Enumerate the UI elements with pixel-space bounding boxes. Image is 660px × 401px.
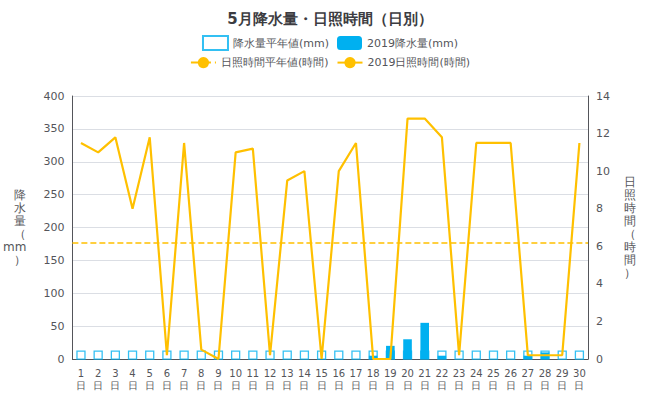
svg-text:14: 14 [298, 368, 311, 379]
svg-text:150: 150 [43, 254, 64, 267]
svg-text:日: 日 [196, 380, 206, 391]
svg-text:24: 24 [470, 368, 483, 379]
svg-text:300: 300 [43, 155, 64, 168]
svg-text:5月降水量・日照時間（日別）: 5月降水量・日照時間（日別） [227, 10, 432, 28]
svg-text:時: 時 [624, 240, 636, 254]
svg-text:日: 日 [76, 380, 86, 391]
svg-text:（: （ [14, 227, 26, 241]
svg-text:照: 照 [624, 188, 636, 202]
svg-text:13: 13 [281, 368, 294, 379]
svg-text:21: 21 [418, 368, 431, 379]
svg-text:日: 日 [574, 380, 584, 391]
svg-text:10: 10 [596, 165, 610, 178]
svg-text:27: 27 [521, 368, 534, 379]
svg-text:日: 日 [282, 380, 292, 391]
svg-text:10: 10 [229, 368, 242, 379]
svg-text:日: 日 [93, 380, 103, 391]
svg-text:日: 日 [403, 380, 413, 391]
svg-text:0: 0 [57, 353, 64, 366]
svg-text:16: 16 [332, 368, 345, 379]
svg-text:50: 50 [50, 320, 64, 333]
svg-text:2019降水量(mm): 2019降水量(mm) [367, 37, 458, 50]
svg-text:4: 4 [129, 368, 135, 379]
svg-text:）: ） [14, 253, 26, 267]
svg-text:時: 時 [624, 201, 636, 215]
svg-text:日: 日 [128, 380, 138, 391]
svg-text:日: 日 [557, 380, 567, 391]
svg-text:22: 22 [436, 368, 449, 379]
svg-text:25: 25 [487, 368, 500, 379]
svg-text:日: 日 [454, 380, 464, 391]
svg-text:日照時間平年値(時間): 日照時間平年値(時間) [221, 56, 329, 69]
svg-text:日: 日 [506, 380, 516, 391]
svg-text:日: 日 [248, 380, 258, 391]
svg-text:200: 200 [43, 221, 64, 234]
svg-text:29: 29 [556, 368, 569, 379]
svg-text:7: 7 [181, 368, 187, 379]
svg-text:降: 降 [14, 188, 26, 202]
svg-text:間: 間 [624, 253, 636, 267]
svg-text:日: 日 [523, 380, 533, 391]
svg-text:17: 17 [350, 368, 363, 379]
svg-text:0: 0 [596, 353, 603, 366]
svg-text:日: 日 [110, 380, 120, 391]
svg-text:23: 23 [453, 368, 466, 379]
svg-text:日: 日 [179, 380, 189, 391]
svg-text:間: 間 [624, 214, 636, 228]
svg-text:1: 1 [78, 368, 84, 379]
svg-text:水: 水 [14, 201, 26, 215]
svg-text:日: 日 [488, 380, 498, 391]
svg-text:26: 26 [504, 368, 517, 379]
svg-text:（: （ [624, 227, 636, 241]
svg-text:5: 5 [147, 368, 153, 379]
svg-text:30: 30 [573, 368, 586, 379]
svg-text:量: 量 [14, 214, 26, 228]
svg-text:日: 日 [437, 380, 447, 391]
svg-text:2019日照時間(時間): 2019日照時間(時間) [368, 56, 471, 69]
svg-text:4: 4 [596, 277, 603, 290]
svg-text:降水量平年値(mm): 降水量平年値(mm) [233, 37, 329, 50]
svg-text:12: 12 [264, 368, 277, 379]
svg-text:12: 12 [596, 127, 610, 140]
svg-text:日: 日 [385, 380, 395, 391]
svg-text:2: 2 [596, 315, 603, 328]
svg-text:日: 日 [299, 380, 309, 391]
svg-text:6: 6 [164, 368, 170, 379]
svg-text:日: 日 [624, 175, 636, 189]
svg-text:400: 400 [43, 90, 64, 103]
svg-text:mm: mm [3, 240, 26, 254]
svg-text:350: 350 [43, 122, 64, 135]
svg-text:日: 日 [317, 380, 327, 391]
svg-text:15: 15 [315, 368, 328, 379]
svg-text:日: 日 [420, 380, 430, 391]
svg-text:8: 8 [198, 368, 204, 379]
svg-text:日: 日 [265, 380, 275, 391]
svg-text:日: 日 [213, 380, 223, 391]
svg-text:日: 日 [334, 380, 344, 391]
svg-text:14: 14 [596, 90, 610, 103]
svg-text:6: 6 [596, 240, 603, 253]
svg-text:11: 11 [246, 368, 259, 379]
svg-text:9: 9 [215, 368, 221, 379]
svg-text:28: 28 [539, 368, 552, 379]
svg-text:8: 8 [596, 202, 603, 215]
svg-text:日: 日 [145, 380, 155, 391]
svg-text:250: 250 [43, 188, 64, 201]
svg-text:日: 日 [351, 380, 361, 391]
svg-text:2: 2 [95, 368, 101, 379]
svg-text:日: 日 [540, 380, 550, 391]
svg-text:日: 日 [231, 380, 241, 391]
svg-text:）: ） [624, 266, 636, 280]
svg-text:日: 日 [368, 380, 378, 391]
svg-text:日: 日 [162, 380, 172, 391]
svg-text:18: 18 [367, 368, 380, 379]
svg-text:日: 日 [471, 380, 481, 391]
svg-text:20: 20 [401, 368, 414, 379]
svg-text:19: 19 [384, 368, 397, 379]
svg-text:100: 100 [43, 287, 64, 300]
svg-text:3: 3 [112, 368, 118, 379]
